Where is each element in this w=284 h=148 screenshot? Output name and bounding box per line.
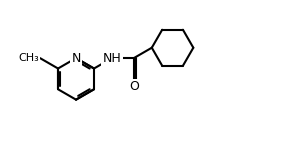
Text: CH₃: CH₃: [18, 53, 39, 63]
Text: O: O: [129, 80, 139, 93]
Text: NH: NH: [103, 52, 121, 65]
Text: N: N: [71, 52, 81, 65]
